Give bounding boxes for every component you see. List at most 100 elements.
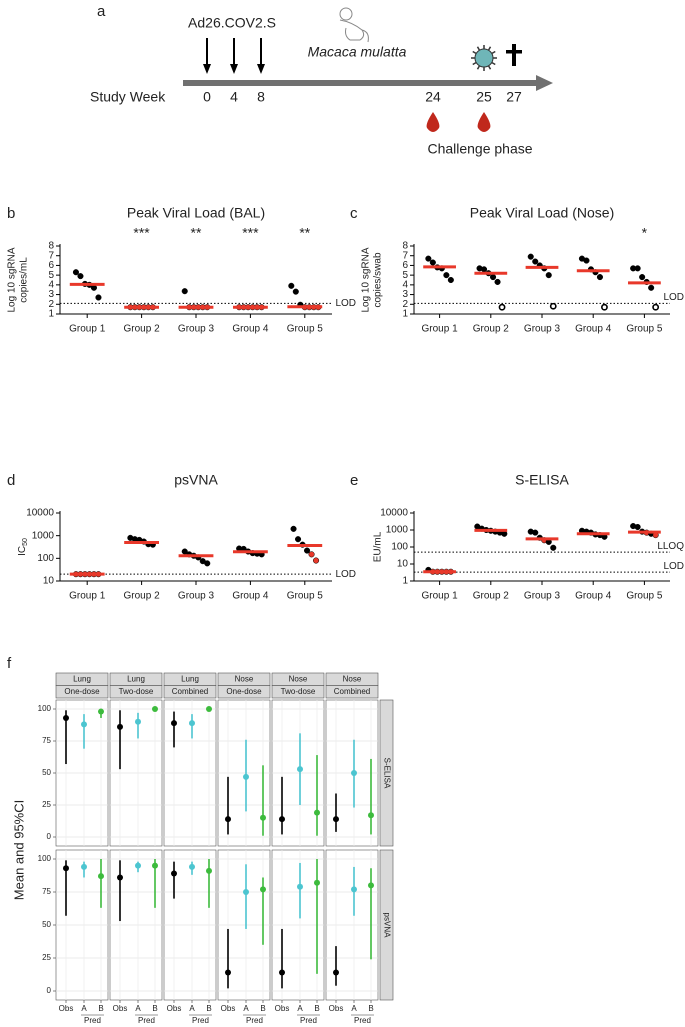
- strip-label: Two-dose: [119, 687, 154, 696]
- blood-drop: [477, 112, 491, 132]
- x-tick-label: Group 4: [575, 324, 612, 335]
- x-tick-label: Group 2: [124, 324, 161, 335]
- vaccine-label: Ad26.COV2.S: [188, 15, 276, 31]
- x-tick-label: Obs: [167, 1004, 182, 1013]
- x-tick-label: A: [135, 1004, 141, 1013]
- group-label: Pred: [246, 1016, 263, 1025]
- strip-label: Lung: [73, 675, 91, 684]
- strip-label: Nose: [235, 675, 254, 684]
- mean-point: [117, 874, 123, 881]
- data-point: [304, 547, 311, 554]
- y-tick-label: 3: [402, 289, 408, 300]
- mean-point: [351, 770, 357, 776]
- week-label: 24: [425, 89, 441, 105]
- y-tick-label: 1000: [386, 525, 409, 536]
- virus-spike: [476, 46, 481, 51]
- x-tick-label: Obs: [329, 1004, 344, 1013]
- x-tick-label: Group 2: [124, 591, 161, 602]
- mean-point: [171, 720, 177, 727]
- data-point: [583, 257, 590, 264]
- chart-title: Peak Viral Load (Nose): [470, 205, 614, 221]
- x-tick-label: Group 2: [473, 591, 510, 602]
- group-label: Pred: [192, 1016, 209, 1025]
- reference-label: LOD: [663, 292, 684, 303]
- group-label: Pred: [354, 1016, 371, 1025]
- x-tick-label: Obs: [275, 1004, 290, 1013]
- y-tick-label: 10000: [380, 508, 408, 519]
- y-tick-label: 7: [402, 250, 408, 261]
- mean-point: [314, 809, 320, 816]
- significance: ***: [133, 225, 150, 241]
- mean-point: [189, 720, 195, 727]
- y-tick-label: 7: [48, 250, 54, 261]
- cross-icon: [506, 50, 522, 54]
- mean-point: [152, 706, 158, 712]
- x-tick-label: Group 3: [178, 591, 215, 602]
- x-tick-label: Group 5: [287, 324, 324, 335]
- x-tick-label: Group 5: [626, 324, 663, 335]
- mean-point: [243, 889, 249, 895]
- y-tick-label: 2: [402, 299, 408, 310]
- data-point: [532, 258, 539, 265]
- mean-point: [98, 708, 104, 715]
- mean-point: [81, 863, 87, 870]
- x-tick-label: A: [243, 1004, 249, 1013]
- reference-label: LLOQ: [657, 541, 684, 552]
- mean-point: [63, 865, 69, 872]
- strip: [163, 685, 217, 699]
- blood-drop: [426, 112, 440, 132]
- y-axis-label: Mean and 95%CI: [11, 800, 26, 900]
- row-strip-label: psVNA: [382, 913, 391, 939]
- y-tick-label: 5: [48, 270, 54, 281]
- reference-label: LOD: [335, 298, 356, 309]
- mean-point: [279, 969, 285, 976]
- x-tick-label: Group 4: [232, 591, 269, 602]
- data-point: [596, 274, 604, 281]
- data-point: [288, 282, 295, 289]
- reference-label: LOD: [663, 561, 684, 572]
- x-tick-label: B: [260, 1004, 265, 1013]
- data-point: [204, 560, 211, 567]
- mean-point: [333, 816, 339, 823]
- x-tick-label: Group 3: [524, 591, 561, 602]
- strip-label: Nose: [343, 675, 362, 684]
- chart-title: psVNA: [174, 472, 218, 488]
- y-tick-label: 10: [43, 576, 55, 587]
- x-tick-label: Group 3: [178, 324, 215, 335]
- x-tick-label: B: [152, 1004, 157, 1013]
- data-point: [443, 272, 450, 279]
- data-point: [634, 523, 641, 531]
- y-axis-label-sub: 50: [22, 538, 29, 546]
- axis-label: Study Week: [90, 89, 166, 105]
- mean-point: [279, 816, 285, 823]
- mean-point: [351, 886, 357, 893]
- dose-arrowhead: [230, 64, 238, 74]
- y-tick-label: 25: [42, 953, 51, 962]
- data-point: [481, 266, 488, 273]
- data-point: [634, 265, 641, 272]
- strip: [109, 685, 163, 699]
- y-tick-label: 25: [42, 800, 51, 809]
- data-point: [290, 525, 297, 532]
- y-tick-label: 50: [42, 768, 51, 777]
- strip: [55, 685, 109, 699]
- y-tick-label: 2: [48, 299, 54, 310]
- panel-label: f: [7, 655, 12, 672]
- y-tick-label: 10000: [26, 508, 54, 519]
- x-tick-label: B: [314, 1004, 319, 1013]
- data-point: [550, 544, 557, 551]
- x-tick-label: Group 1: [422, 324, 459, 335]
- mean-point: [314, 879, 320, 886]
- group-label: Pred: [84, 1016, 101, 1025]
- timeline-bar: [183, 80, 538, 86]
- group-label: Pred: [138, 1016, 155, 1025]
- y-tick-label: 100: [37, 553, 54, 564]
- row-strip: [379, 699, 394, 847]
- reference-label: LOD: [335, 569, 356, 580]
- data-point: [295, 536, 302, 543]
- mean-point: [297, 883, 303, 890]
- panel-label: a: [97, 3, 106, 20]
- y-tick-label: 75: [42, 736, 51, 745]
- virus-spike: [472, 50, 477, 55]
